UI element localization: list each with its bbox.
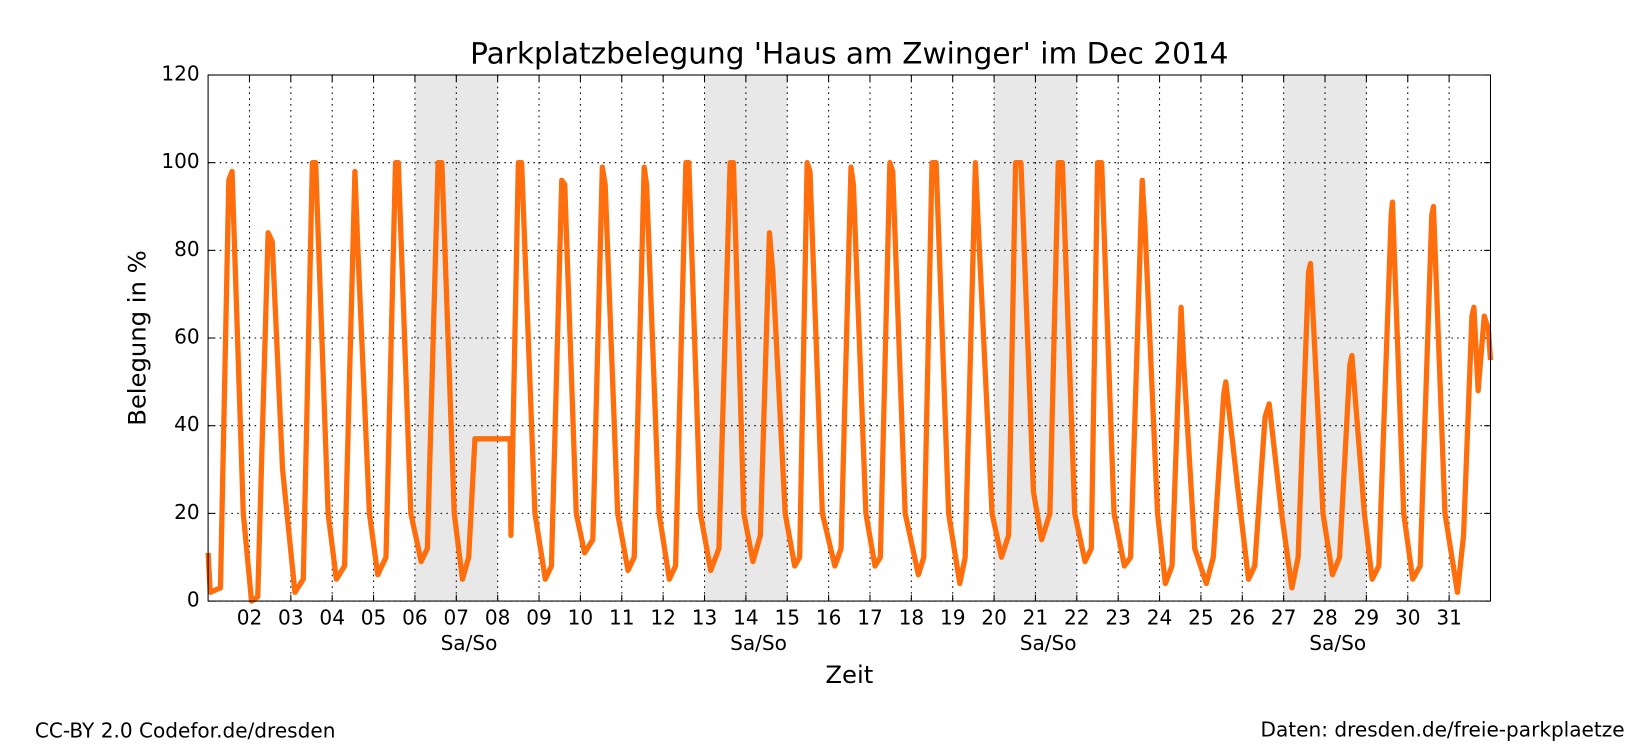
x-tick-label: 21 — [1023, 606, 1049, 630]
x-tick-label: 10 — [568, 606, 594, 630]
chart-title: Parkplatzbelegung 'Haus am Zwinger' im D… — [470, 36, 1228, 70]
x-tick-label: 14 — [733, 606, 759, 630]
y-tick-label: 60 — [174, 325, 200, 349]
occupancy-line — [205, 160, 1494, 604]
x-tick-label: 27 — [1271, 606, 1297, 630]
y-tick-label: 20 — [174, 500, 200, 524]
weekend-label: Sa/So — [1309, 631, 1366, 655]
x-tick-label: 11 — [609, 606, 635, 630]
x-tick-label: 02 — [237, 606, 263, 630]
x-tick-label: 16 — [816, 606, 842, 630]
y-tick-label: 0 — [187, 588, 200, 612]
y-tick-label: 100 — [161, 149, 199, 173]
x-tick-label: 09 — [526, 606, 552, 630]
x-tick-label: 06 — [402, 606, 428, 630]
x-tick-label: 08 — [485, 606, 511, 630]
x-tick-label: 18 — [899, 606, 925, 630]
x-tick-label: 22 — [1064, 606, 1090, 630]
x-tick-label: 25 — [1188, 606, 1214, 630]
x-tick-label: 04 — [319, 606, 345, 630]
y-tick-label: 120 — [161, 61, 199, 85]
y-tick-label: 40 — [174, 412, 200, 436]
x-tick-label: 12 — [650, 606, 676, 630]
weekend-label: Sa/So — [441, 631, 498, 655]
footer-left: CC-BY 2.0 Codefor.de/dresden — [35, 719, 336, 743]
x-tick-label: 17 — [857, 606, 883, 630]
x-tick-label: 26 — [1230, 606, 1256, 630]
x-tick-label: 03 — [278, 606, 304, 630]
x-tick-label: 31 — [1436, 606, 1462, 630]
x-tick-label: 24 — [1147, 606, 1173, 630]
x-tick-label: 19 — [940, 606, 966, 630]
x-tick-label: 05 — [361, 606, 387, 630]
plot-frame — [207, 74, 1492, 602]
y-axis-label: Belegung in % — [122, 250, 151, 426]
weekend-label: Sa/So — [730, 631, 787, 655]
x-tick-label: 28 — [1312, 606, 1338, 630]
weekend-label: Sa/So — [1020, 631, 1077, 655]
footer-right: Daten: dresden.de/freie-parkplaetze — [1261, 717, 1625, 741]
x-tick-label: 20 — [981, 606, 1007, 630]
x-tick-label: 29 — [1354, 606, 1380, 630]
x-tick-label: 15 — [774, 606, 800, 630]
x-tick-label: 30 — [1395, 606, 1421, 630]
x-tick-label: 07 — [444, 606, 470, 630]
y-tick-label: 80 — [174, 237, 200, 261]
x-tick-label: 23 — [1105, 606, 1131, 630]
x-tick-label: 13 — [692, 606, 718, 630]
x-axis-label: Zeit — [825, 660, 873, 689]
